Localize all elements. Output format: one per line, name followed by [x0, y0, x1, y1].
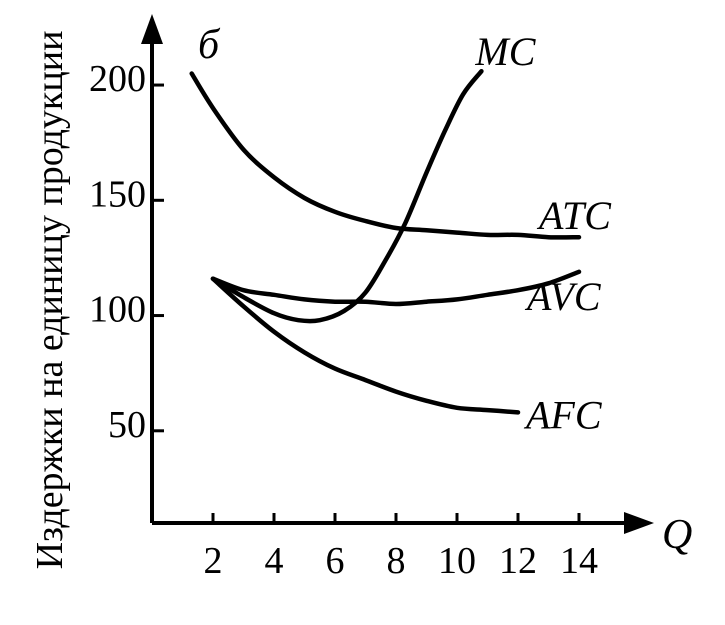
series-label-afc: AFC	[523, 392, 603, 437]
x-tick-label: 2	[204, 540, 223, 582]
series-line-avc	[210, 269, 582, 307]
series-label-avc: AVC	[524, 274, 602, 319]
labels: MC ATC AVC AFC б Q Издержки на единицу продукц…	[29, 22, 692, 569]
x-tick-label: 10	[438, 540, 476, 582]
x-axis-title: Q	[662, 512, 692, 558]
y-tick-label: 50	[108, 404, 146, 446]
axes	[141, 14, 654, 534]
x-tick-label: 4	[265, 540, 284, 582]
series-line-atc	[189, 71, 582, 240]
series-label-mc: MC	[474, 29, 536, 74]
x-axis-arrow	[624, 512, 654, 534]
y-tick-label: 200	[89, 58, 146, 100]
series-line-mc	[210, 68, 484, 324]
series-line-afc	[210, 276, 521, 415]
x-tick-label: 12	[499, 540, 537, 582]
panel-label: б	[198, 22, 221, 68]
series-label-atc: ATC	[536, 193, 612, 238]
ticks: 2 4 6 8 10 12 14 50 100 150 200	[89, 58, 598, 582]
curves	[189, 68, 582, 415]
y-axis-arrow	[141, 14, 163, 44]
x-tick-label: 6	[326, 540, 345, 582]
y-tick-label: 150	[89, 173, 146, 215]
y-tick-label: 100	[89, 289, 146, 331]
y-axis-title: Издержки на единицу продукции	[29, 31, 71, 570]
x-tick-label: 8	[387, 540, 406, 582]
x-tick-label: 14	[560, 540, 598, 582]
